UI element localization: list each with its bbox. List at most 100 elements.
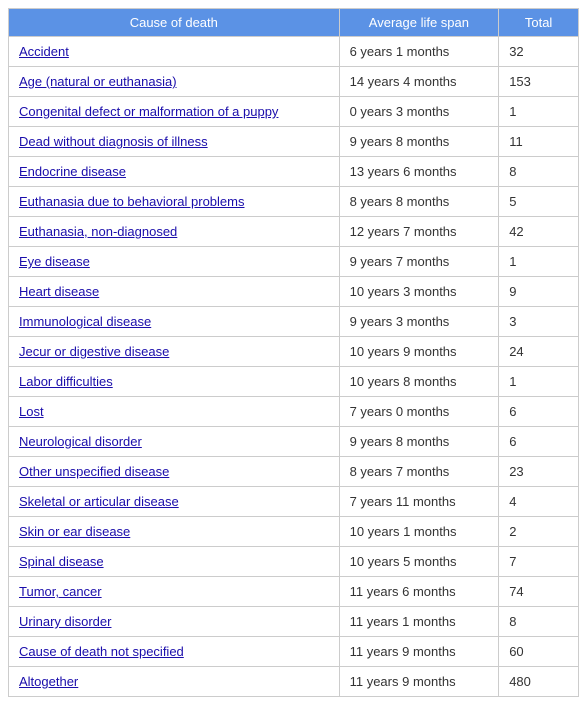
cell-cause: Endocrine disease — [9, 157, 340, 187]
cause-link[interactable]: Euthanasia due to behavioral problems — [19, 194, 244, 209]
table-row: Cause of death not specified 11 years 9 m… — [9, 637, 579, 667]
cell-cause: Cause of death not specified — [9, 637, 340, 667]
table-header-row: Cause of death Average life span Total — [9, 9, 579, 37]
cell-total: 7 — [499, 547, 579, 577]
cause-link[interactable]: Neurological disorder — [19, 434, 142, 449]
table-row: Spinal disease 10 years 5 months7 — [9, 547, 579, 577]
cause-link[interactable]: Age (natural or euthanasia) — [19, 74, 177, 89]
cell-cause: Dead without diagnosis of illness — [9, 127, 340, 157]
cell-total: 74 — [499, 577, 579, 607]
cell-total: 8 — [499, 607, 579, 637]
cell-total: 60 — [499, 637, 579, 667]
cell-lifespan: 9 years 8 months — [339, 427, 499, 457]
cell-cause: Jecur or digestive disease — [9, 337, 340, 367]
cell-total: 32 — [499, 37, 579, 67]
table-row: Heart disease 10 years 3 months9 — [9, 277, 579, 307]
cell-lifespan: 9 years 8 months — [339, 127, 499, 157]
table-row: Euthanasia, non-diagnosed12 years 7 mont… — [9, 217, 579, 247]
cell-cause: Euthanasia, non-diagnosed — [9, 217, 340, 247]
cell-lifespan: 10 years 5 months — [339, 547, 499, 577]
cause-link[interactable]: Tumor, cancer — [19, 584, 102, 599]
cause-link[interactable]: Endocrine disease — [19, 164, 126, 179]
cell-total: 42 — [499, 217, 579, 247]
table-row: Lost7 years 0 months6 — [9, 397, 579, 427]
table-row: Endocrine disease13 years 6 months8 — [9, 157, 579, 187]
col-header-total: Total — [499, 9, 579, 37]
cell-total: 9 — [499, 277, 579, 307]
cell-cause: Urinary disorder — [9, 607, 340, 637]
cause-link[interactable]: Spinal disease — [19, 554, 104, 569]
table-row: Congenital defect or malformation of a p… — [9, 97, 579, 127]
cell-total: 23 — [499, 457, 579, 487]
cell-cause: Labor difficulties — [9, 367, 340, 397]
cell-lifespan: 11 years 1 months — [339, 607, 499, 637]
cell-lifespan: 13 years 6 months — [339, 157, 499, 187]
cell-lifespan: 10 years 3 months — [339, 277, 499, 307]
cell-cause: Neurological disorder — [9, 427, 340, 457]
cell-total: 6 — [499, 397, 579, 427]
table-row: Skin or ear disease10 years 1 months2 — [9, 517, 579, 547]
cause-link[interactable]: Lost — [19, 404, 44, 419]
cell-lifespan: 14 years 4 months — [339, 67, 499, 97]
table-row: Accident 6 years 1 months32 — [9, 37, 579, 67]
cause-link[interactable]: Skeletal or articular disease — [19, 494, 179, 509]
table-row: Dead without diagnosis of illness 9 years… — [9, 127, 579, 157]
cause-link[interactable]: Congenital defect or malformation of a p… — [19, 104, 278, 119]
cell-cause: Lost — [9, 397, 340, 427]
table-row: Age (natural or euthanasia) 14 years 4 mo… — [9, 67, 579, 97]
cause-link[interactable]: Immunological disease — [19, 314, 151, 329]
cause-link[interactable]: Urinary disorder — [19, 614, 111, 629]
table-row: Labor difficulties 10 years 8 months1 — [9, 367, 579, 397]
cause-link[interactable]: Dead without diagnosis of illness — [19, 134, 208, 149]
cell-lifespan: 10 years 1 months — [339, 517, 499, 547]
table-row: Immunological disease9 years 3 months3 — [9, 307, 579, 337]
cell-total: 480 — [499, 667, 579, 697]
table-row: Euthanasia due to behavioral problems 8 y… — [9, 187, 579, 217]
cause-link[interactable]: Euthanasia, non-diagnosed — [19, 224, 177, 239]
cell-cause: Immunological disease — [9, 307, 340, 337]
cell-cause: Spinal disease — [9, 547, 340, 577]
cause-of-death-table: Cause of death Average life span Total A… — [8, 8, 579, 697]
cell-lifespan: 8 years 7 months — [339, 457, 499, 487]
cause-link[interactable]: Skin or ear disease — [19, 524, 130, 539]
cause-link[interactable]: Labor difficulties — [19, 374, 113, 389]
table-row: Other unspecified disease 8 years 7 month… — [9, 457, 579, 487]
cell-cause: Skeletal or articular disease — [9, 487, 340, 517]
cell-lifespan: 10 years 9 months — [339, 337, 499, 367]
cause-link[interactable]: Cause of death not specified — [19, 644, 184, 659]
table-row: Skeletal or articular disease7 years 11 … — [9, 487, 579, 517]
cell-cause: Eye disease — [9, 247, 340, 277]
cell-total: 6 — [499, 427, 579, 457]
cell-cause: Skin or ear disease — [9, 517, 340, 547]
cause-link[interactable]: Jecur or digestive disease — [19, 344, 169, 359]
table-row: Jecur or digestive disease 10 years 9 mon… — [9, 337, 579, 367]
cell-cause: Other unspecified disease — [9, 457, 340, 487]
cell-cause: Tumor, cancer — [9, 577, 340, 607]
cell-lifespan: 11 years 6 months — [339, 577, 499, 607]
cause-link[interactable]: Heart disease — [19, 284, 99, 299]
cell-lifespan: 8 years 8 months — [339, 187, 499, 217]
table-row: Neurological disorder 9 years 8 months6 — [9, 427, 579, 457]
cell-lifespan: 9 years 7 months — [339, 247, 499, 277]
cell-cause: Congenital defect or malformation of a p… — [9, 97, 340, 127]
cause-link[interactable]: Accident — [19, 44, 69, 59]
col-header-lifespan: Average life span — [339, 9, 499, 37]
table-row: Tumor, cancer 11 years 6 months74 — [9, 577, 579, 607]
cell-total: 3 — [499, 307, 579, 337]
cell-lifespan: 6 years 1 months — [339, 37, 499, 67]
cell-total: 11 — [499, 127, 579, 157]
cell-cause: Age (natural or euthanasia) — [9, 67, 340, 97]
table-row: Urinary disorder 11 years 1 months8 — [9, 607, 579, 637]
cell-cause: Euthanasia due to behavioral problems — [9, 187, 340, 217]
cell-total: 5 — [499, 187, 579, 217]
cell-total: 153 — [499, 67, 579, 97]
cell-lifespan: 10 years 8 months — [339, 367, 499, 397]
cell-total: 1 — [499, 97, 579, 127]
cell-total: 1 — [499, 367, 579, 397]
cell-total: 4 — [499, 487, 579, 517]
cell-lifespan: 11 years 9 months — [339, 637, 499, 667]
table-row: Eye disease9 years 7 months1 — [9, 247, 579, 277]
cell-total: 24 — [499, 337, 579, 367]
cause-link[interactable]: Other unspecified disease — [19, 464, 169, 479]
cause-link[interactable]: Eye disease — [19, 254, 90, 269]
